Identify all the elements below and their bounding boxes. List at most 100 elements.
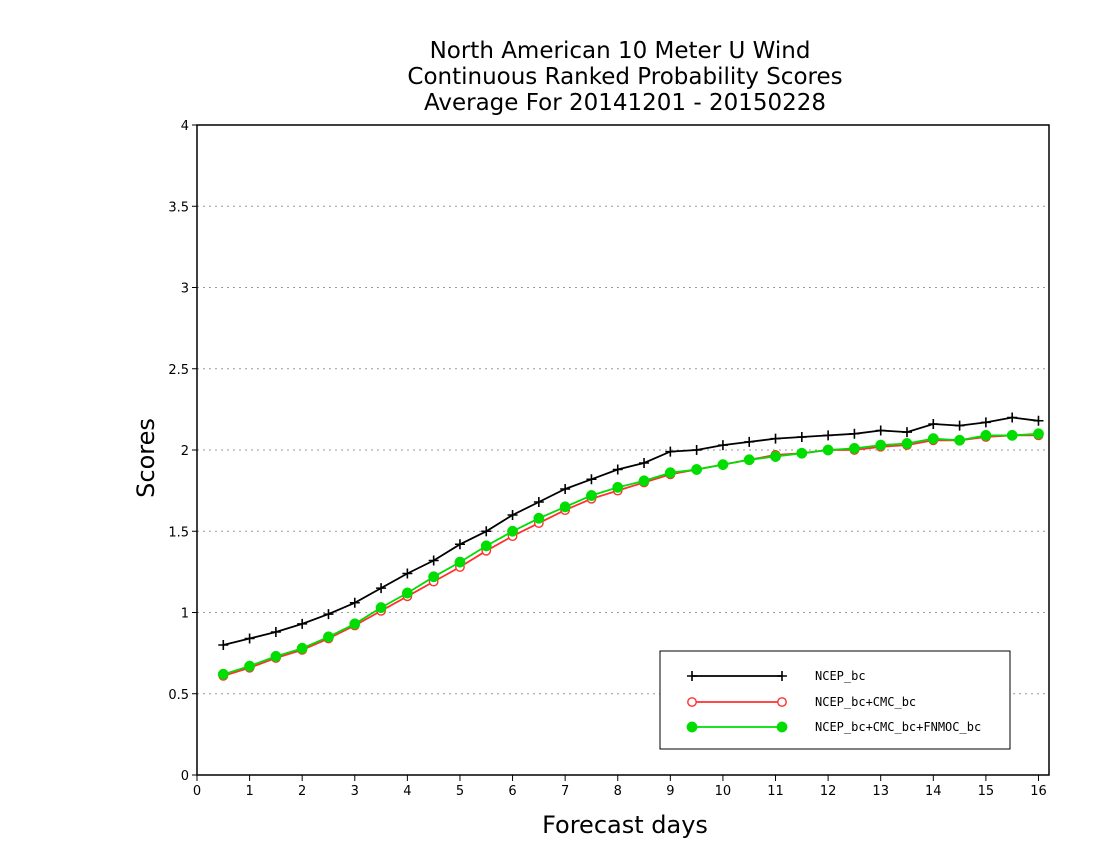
data-point	[375, 602, 387, 614]
x-tick-label: 16	[1030, 784, 1047, 799]
x-tick-label: 7	[561, 784, 569, 799]
data-point	[770, 433, 781, 444]
data-point	[270, 627, 281, 637]
data-point	[376, 583, 387, 594]
series-line	[223, 432, 1039, 676]
data-point	[770, 451, 781, 462]
x-tick-label: 13	[872, 784, 889, 799]
legend-marker	[776, 721, 788, 733]
data-point	[428, 571, 440, 583]
x-tick-label: 10	[715, 784, 732, 799]
legend-marker	[777, 671, 787, 681]
data-point	[218, 640, 229, 650]
x-tick-label: 0	[193, 784, 201, 799]
y-tick-label: 1	[181, 607, 189, 622]
data-point	[638, 475, 650, 487]
y-tick-label: 0	[181, 769, 189, 784]
data-point	[902, 427, 912, 438]
title-line-1: North American 10 Meter U Wind	[430, 38, 811, 64]
data-point	[980, 417, 991, 428]
data-point	[481, 526, 492, 537]
x-tick-label: 4	[403, 784, 411, 799]
data-point	[401, 587, 413, 599]
legend: NCEP_bc NCEP_bc+CMC_bc NCEP_bc+CMC_bc+FNMO…	[659, 650, 1011, 750]
chart-title: North American 10 Meter U Wind Continuou…	[407, 38, 842, 116]
legend-label: NCEP_bc+CMC_bc+FNMOC_bc	[815, 720, 981, 734]
series-3	[217, 428, 1044, 680]
data-point	[454, 556, 466, 568]
gridlines	[197, 205, 1049, 695]
data-point	[639, 458, 650, 468]
data-point	[585, 490, 597, 501]
data-point	[428, 555, 439, 566]
data-point	[533, 512, 545, 524]
data-point	[744, 436, 755, 447]
data-point	[323, 609, 334, 620]
data-point	[560, 484, 571, 494]
x-tick-label: 12	[820, 784, 837, 799]
data-point	[875, 425, 886, 436]
data-point	[928, 419, 939, 429]
legend-marker	[687, 671, 697, 681]
data-point	[297, 618, 308, 629]
y-tick-label: 4	[181, 119, 189, 134]
x-tick-label: 5	[456, 784, 464, 799]
data-point	[244, 660, 256, 672]
data-point	[927, 433, 939, 445]
data-point	[586, 474, 597, 485]
y-axis-title: Scores	[132, 418, 160, 498]
data-point	[480, 540, 492, 552]
legend-label: NCEP_bc	[815, 669, 866, 683]
y-tick-label: 3	[181, 282, 189, 297]
axis-ticks: 00.511.522.533.540 1 2 3 4 5 6 7 8 9 10 11 12 13 14 15 1…	[168, 119, 1046, 799]
y-tick-label: 2.5	[168, 363, 189, 378]
data-point	[1033, 415, 1044, 426]
data-point	[743, 454, 755, 466]
data-point	[691, 445, 702, 455]
data-point	[954, 434, 966, 446]
data-point	[1007, 412, 1018, 423]
title-line-2: Continuous Ranked Probability Scores	[407, 64, 842, 90]
y-tick-label: 2	[181, 444, 189, 459]
series-1	[218, 412, 1044, 650]
data-point	[954, 420, 965, 431]
series-layer	[217, 412, 1044, 681]
x-tick-label: 6	[508, 784, 516, 799]
data-point	[822, 444, 834, 456]
data-point	[875, 439, 887, 451]
data-point	[454, 539, 465, 550]
data-point	[796, 432, 807, 442]
data-point	[217, 668, 229, 680]
x-tick-label: 14	[925, 784, 942, 799]
legend-box	[659, 650, 1011, 750]
data-point	[691, 464, 703, 475]
data-point	[980, 429, 992, 441]
legend-marker	[687, 697, 697, 707]
x-tick-label: 8	[614, 784, 622, 799]
data-point	[1033, 428, 1044, 440]
x-axis-title: Forecast days	[542, 811, 708, 839]
data-point	[1006, 429, 1018, 441]
data-point	[796, 447, 808, 459]
data-point	[849, 428, 860, 439]
x-tick-label: 11	[767, 784, 784, 799]
data-point	[270, 650, 282, 662]
x-tick-label: 1	[245, 784, 253, 799]
x-tick-label: 3	[351, 784, 359, 799]
data-point	[507, 510, 518, 520]
data-point	[612, 464, 623, 475]
data-point	[323, 631, 334, 643]
data-point	[848, 442, 860, 454]
y-tick-label: 0.5	[168, 688, 189, 703]
data-point	[507, 525, 519, 537]
title-line-3: Average For 20141201 - 20150228	[424, 90, 826, 116]
data-point	[823, 430, 834, 441]
data-point	[664, 467, 676, 479]
data-point	[559, 501, 571, 513]
data-point	[244, 633, 255, 644]
data-point	[901, 438, 913, 449]
data-point	[349, 618, 361, 630]
data-point	[402, 568, 413, 579]
legend-label: NCEP_bc+CMC_bc	[815, 695, 916, 709]
